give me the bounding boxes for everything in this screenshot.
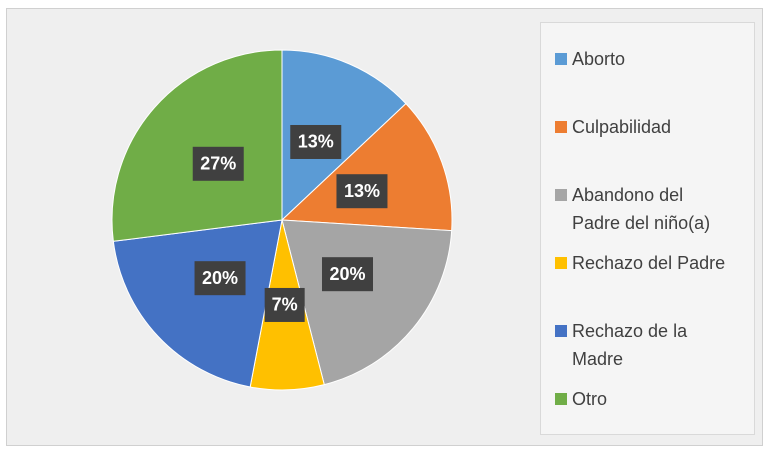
legend-entry: Aborto: [555, 45, 730, 73]
legend-label: Rechazo de la Madre: [572, 321, 688, 369]
data-label: 13%: [344, 181, 380, 201]
legend-label: Rechazo del Padre: [572, 253, 726, 273]
legend-entry: Rechazo del Padre: [555, 249, 730, 277]
legend-label: Abandono del Padre del niño(a): [572, 185, 711, 233]
data-label-box: [194, 261, 246, 296]
data-label: 20%: [202, 268, 238, 288]
legend-swatch: [555, 393, 567, 405]
legend-label: Aborto: [572, 49, 626, 69]
legend: Aborto Culpabilidad Abandono del Padre del…: [540, 22, 755, 435]
data-label: 27%: [200, 154, 236, 174]
legend-label: Otro: [572, 389, 608, 409]
legend-entry: Rechazo de la Madre: [555, 317, 730, 373]
legend-swatch: [555, 121, 567, 133]
legend-entry: Abandono del Padre del niño(a): [555, 181, 730, 237]
legend-swatch: [555, 257, 567, 269]
pie-slice: [280, 102, 453, 232]
pie-slice: [111, 49, 283, 242]
data-label-box: [290, 124, 342, 159]
data-label-box: [321, 257, 373, 292]
data-label: 20%: [329, 264, 365, 284]
legend-swatch: [555, 53, 567, 65]
data-label: 7%: [272, 295, 298, 315]
legend-label: Culpabilidad: [572, 117, 672, 137]
data-label-box: [192, 146, 244, 181]
legend-swatch: [555, 325, 567, 337]
legend-entry: Otro: [555, 385, 730, 413]
data-label-box: [264, 287, 305, 322]
data-label: 13%: [298, 132, 334, 152]
data-label-box: [336, 174, 388, 209]
pie-slice: [281, 49, 407, 222]
legend-swatch: [555, 189, 567, 201]
legend-entry: Culpabilidad: [555, 113, 730, 141]
